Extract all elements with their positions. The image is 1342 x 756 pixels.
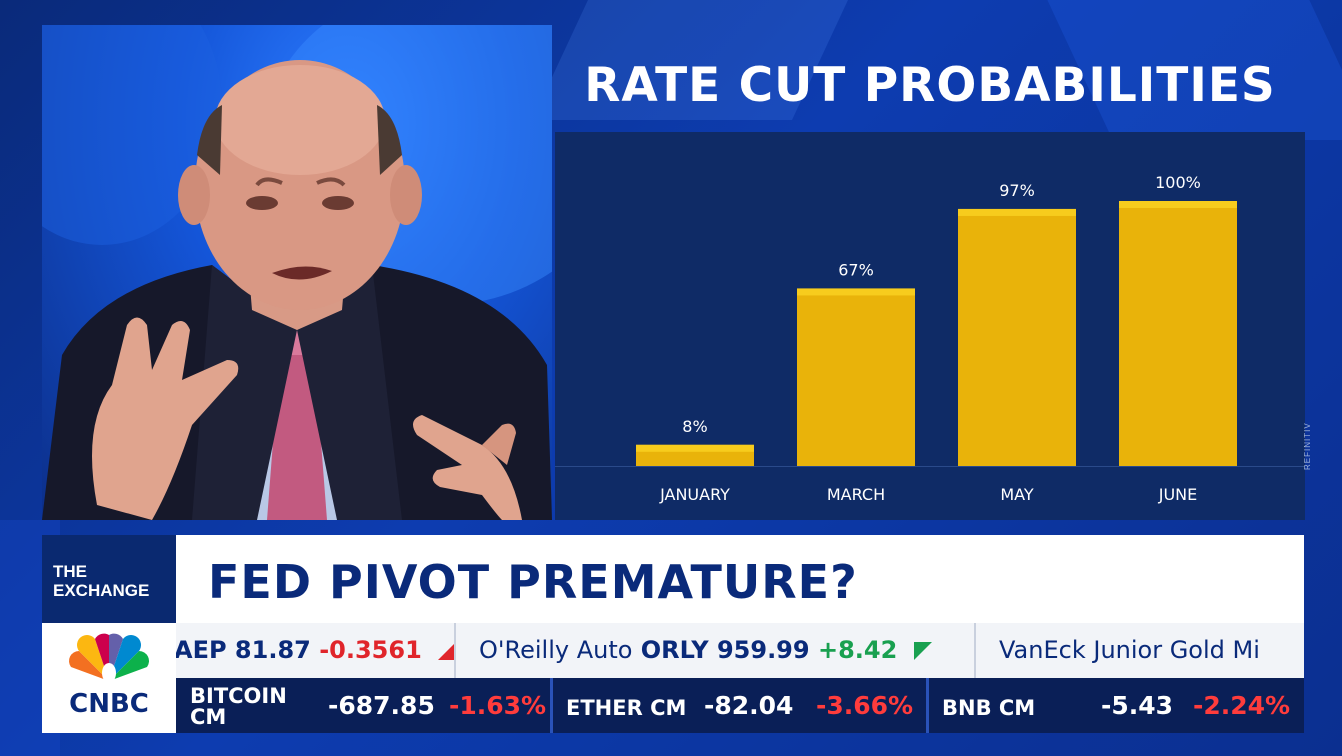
ticker-item: VanEck Junior Gold Mi — [999, 636, 1260, 664]
headline-bar: FED PIVOT PREMATURE? — [176, 535, 1304, 623]
up-arrow-icon — [913, 642, 932, 660]
ticker-change: -5.43 — [1101, 691, 1174, 720]
x-tick-label: JANUARY — [659, 485, 730, 504]
bar-june — [1119, 201, 1237, 466]
ticker-change: -82.04 — [704, 691, 794, 720]
bar-cap — [797, 288, 915, 296]
x-tick-label: JUNE — [1158, 485, 1198, 504]
peacock-icon — [69, 633, 149, 683]
bar-chart: 8% JANUARY 67% MARCH 97% MAY 100% JUNE — [555, 132, 1305, 520]
down-arrow-icon — [438, 642, 457, 660]
ticker-change: +8.42 — [817, 636, 898, 664]
crypto-ticker: BITCOIN CM -687.85 -1.63% ETHER CM -82.0… — [176, 678, 1304, 733]
ticker-divider — [550, 678, 553, 733]
chart-title: RATE CUT PROBABILITIES — [584, 58, 1276, 113]
ticker-percent: -3.66% — [816, 691, 914, 720]
ticker-item: AEP 81.87 -0.3561 — [176, 636, 457, 664]
ticker-symbol: ORLY — [640, 636, 709, 664]
data-label: 97% — [999, 181, 1035, 200]
headline: FED PIVOT PREMATURE? — [208, 555, 858, 609]
bar-cap — [636, 444, 754, 452]
ticker-divider — [974, 623, 976, 678]
data-label: 67% — [838, 260, 874, 279]
ticker-name-line1: BITCOIN — [190, 684, 287, 708]
ticker-change: -687.85 — [328, 691, 435, 720]
ticker-item: O'Reilly Auto ORLY 959.99 +8.42 — [479, 636, 932, 664]
ticker-crypto-name: BITCOIN CM — [190, 686, 287, 728]
network-logo: CNBC — [42, 623, 176, 733]
show-name: THE EXCHANGE — [42, 535, 176, 623]
anchor-video — [42, 25, 552, 520]
stock-ticker: AEP 81.87 -0.3561 O'Reilly Auto ORLY 959… — [176, 623, 1304, 678]
ticker-percent: -2.24% — [1193, 691, 1291, 720]
ticker-crypto-name: ETHER CM — [566, 696, 687, 720]
ticker-price: 81.87 — [234, 636, 311, 664]
bar-march — [797, 288, 915, 466]
ticker-crypto-name: BNB CM — [942, 696, 1036, 720]
data-label: 100% — [1155, 173, 1201, 192]
bar-cap — [1119, 201, 1237, 208]
bar-may — [958, 208, 1076, 466]
show-name-line2: EXCHANGE — [53, 581, 150, 600]
x-tick-label: MARCH — [827, 485, 885, 504]
ticker-change: -0.3561 — [319, 636, 422, 664]
ticker-name-line2: CM — [190, 705, 227, 729]
ticker-company: VanEck Junior Gold Mi — [999, 636, 1260, 664]
ticker-divider — [926, 678, 929, 733]
chart-source: REFINITIV — [1303, 422, 1312, 470]
bar-cap — [958, 208, 1076, 216]
logo-wordmark: CNBC — [69, 689, 149, 719]
ticker-price: 959.99 — [716, 636, 810, 664]
ticker-symbol: AEP — [176, 636, 227, 664]
show-name-line1: THE — [53, 562, 87, 581]
ticker-divider — [454, 623, 456, 678]
x-tick-label: MAY — [1000, 485, 1034, 504]
ticker-percent: -1.63% — [449, 691, 547, 720]
data-label: 8% — [682, 417, 707, 436]
ticker-company: O'Reilly Auto — [479, 636, 633, 664]
